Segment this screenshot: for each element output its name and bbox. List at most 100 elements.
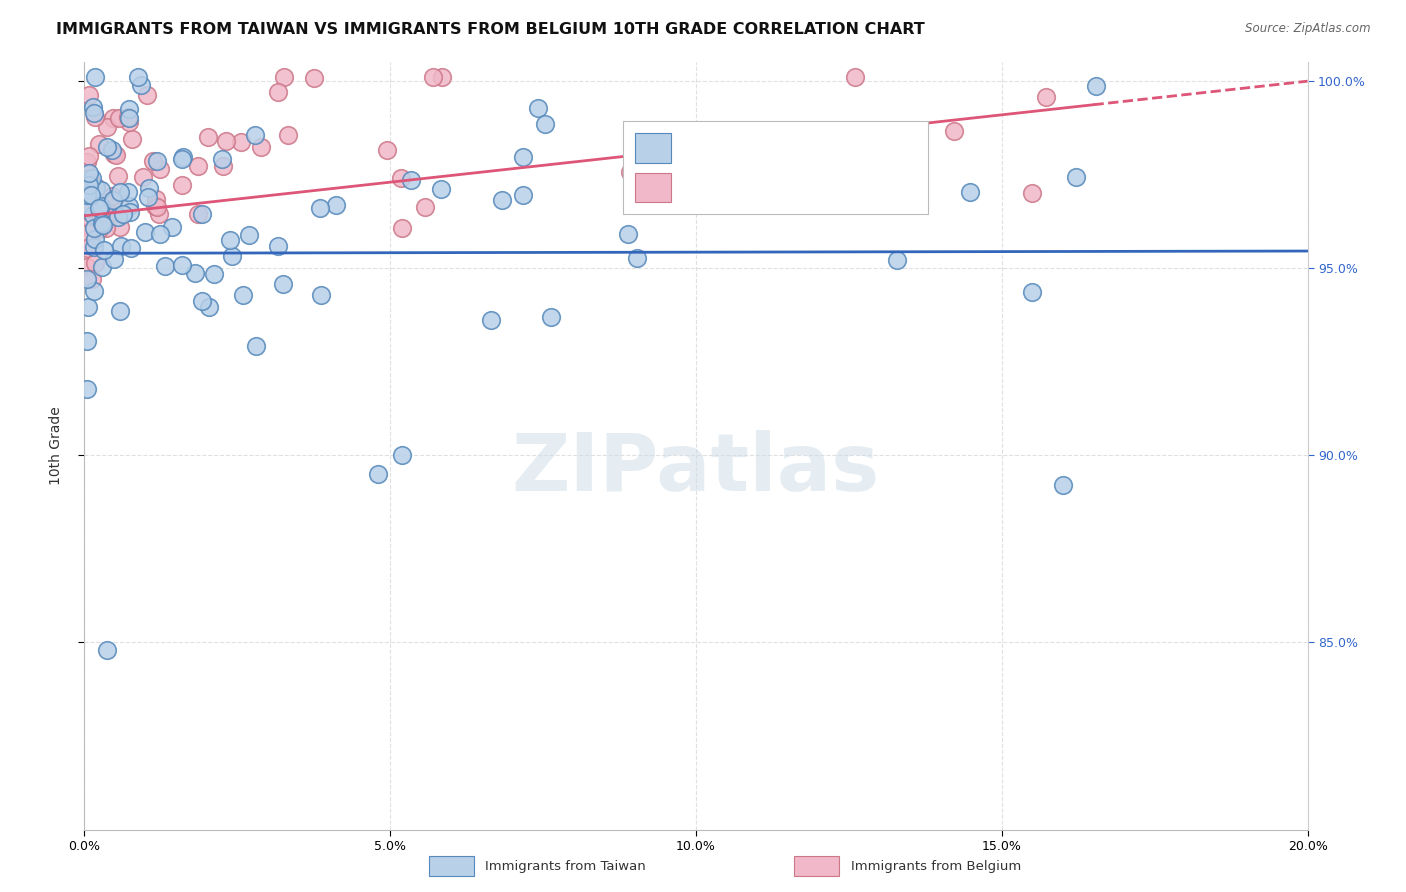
Point	[429, 182, 451, 196]
Point	[105, 204, 128, 219]
Point	[1021, 285, 1043, 300]
Point	[218, 234, 240, 248]
Point	[325, 198, 347, 212]
Point	[83, 221, 105, 235]
Point	[302, 70, 325, 85]
Point	[172, 178, 194, 193]
Point	[540, 310, 562, 324]
Point	[76, 226, 98, 240]
Text: N = 94: N = 94	[811, 140, 866, 155]
Point	[844, 70, 866, 85]
Point	[512, 187, 534, 202]
Point	[211, 159, 233, 173]
Text: IMMIGRANTS FROM TAIWAN VS IMMIGRANTS FROM BELGIUM 10TH GRADE CORRELATION CHART: IMMIGRANTS FROM TAIWAN VS IMMIGRANTS FRO…	[56, 22, 925, 37]
Point	[89, 136, 111, 151]
Point	[101, 144, 124, 158]
Point	[89, 221, 111, 235]
Point	[83, 105, 105, 120]
Point	[191, 207, 214, 221]
Point	[389, 171, 412, 186]
Point	[76, 241, 98, 255]
Point	[160, 219, 183, 234]
Point	[1066, 169, 1088, 184]
Point	[96, 643, 118, 657]
Point	[76, 382, 98, 396]
Point	[170, 258, 193, 272]
Point	[626, 251, 648, 265]
Point	[619, 165, 641, 179]
Point	[127, 70, 149, 85]
Point	[245, 339, 267, 353]
Point	[76, 199, 98, 213]
Point	[96, 140, 118, 154]
Point	[479, 313, 502, 327]
Point	[103, 147, 125, 161]
Point	[875, 185, 897, 199]
Y-axis label: 10th Grade: 10th Grade	[49, 407, 63, 485]
Point	[110, 239, 132, 253]
Point	[527, 101, 550, 115]
Text: Immigrants from Taiwan: Immigrants from Taiwan	[485, 860, 645, 872]
Text: R = 0.002: R = 0.002	[681, 140, 754, 155]
Point	[84, 70, 107, 85]
Point	[77, 165, 100, 179]
Point	[273, 70, 295, 85]
Point	[82, 208, 104, 222]
Point	[83, 240, 105, 254]
Point	[108, 219, 131, 234]
Point	[94, 221, 117, 235]
Point	[77, 88, 100, 103]
Point	[108, 303, 131, 318]
Point	[430, 70, 453, 85]
Point	[155, 259, 177, 273]
Point	[942, 124, 965, 138]
Point	[84, 181, 107, 195]
Point	[267, 239, 290, 253]
Point	[79, 178, 101, 192]
Point	[118, 102, 141, 116]
Point	[142, 153, 165, 168]
Point	[399, 173, 422, 187]
Point	[76, 199, 98, 213]
Point	[82, 272, 104, 286]
Point	[118, 111, 141, 125]
Point	[80, 170, 103, 185]
Point	[83, 284, 105, 298]
Point	[107, 111, 129, 125]
Point	[76, 301, 98, 315]
Point	[512, 150, 534, 164]
Bar	[634, 133, 671, 162]
Point	[120, 204, 142, 219]
Point	[91, 218, 114, 232]
Point	[186, 207, 208, 221]
Point	[82, 100, 104, 114]
Point	[533, 117, 555, 131]
Point	[80, 187, 103, 202]
Point	[309, 201, 332, 215]
Point	[245, 128, 267, 143]
Point	[118, 199, 141, 213]
Point	[204, 267, 226, 281]
Point	[76, 187, 98, 202]
Point	[136, 88, 159, 103]
Point	[76, 227, 98, 242]
Point	[250, 139, 273, 153]
Point	[83, 110, 105, 124]
Point	[145, 192, 167, 206]
Point	[118, 115, 141, 129]
Point	[149, 162, 172, 177]
Point	[1084, 79, 1107, 94]
Point	[91, 216, 114, 230]
Point	[84, 231, 107, 245]
Text: ZIPatlas: ZIPatlas	[512, 430, 880, 508]
Point	[637, 189, 659, 203]
Point	[90, 198, 112, 212]
Point	[1021, 186, 1043, 201]
Bar	[623, 120, 928, 213]
Point	[101, 189, 124, 203]
Point	[149, 227, 172, 242]
Point	[146, 200, 169, 214]
Point	[271, 277, 294, 291]
Point	[110, 185, 132, 199]
Point	[959, 186, 981, 200]
